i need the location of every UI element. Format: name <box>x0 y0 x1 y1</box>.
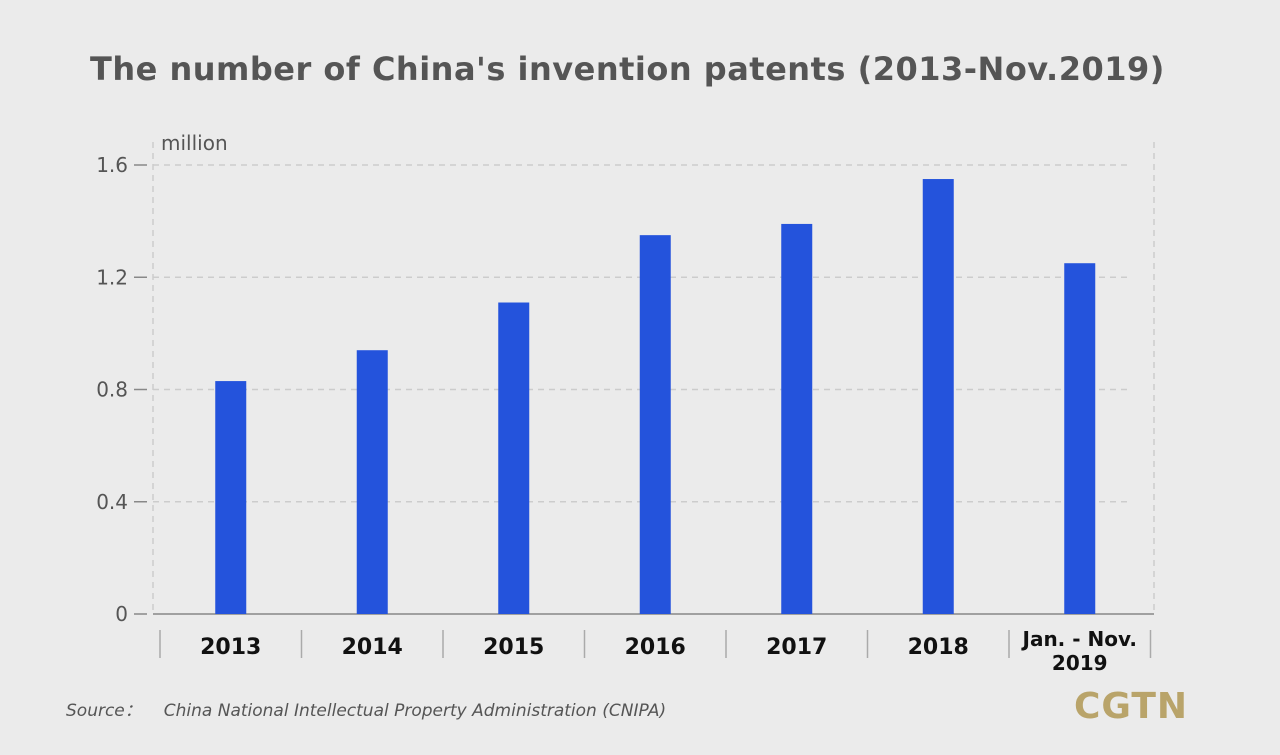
y-unit-label: million <box>161 131 228 155</box>
x-tick-label: 2015 <box>483 635 544 660</box>
x-tick-label: 2017 <box>766 635 827 660</box>
cgtn-logo: CGTN <box>1074 686 1189 727</box>
y-tick-label: 1.6 <box>96 153 128 177</box>
x-tick-label: 2016 <box>625 635 686 660</box>
bars <box>215 179 1096 614</box>
bar <box>1064 263 1096 614</box>
x-axis: 2013 2014 2015 2016 2017 2018 Jan. - Nov.2019 <box>159 627 1152 675</box>
source-note: Source： China National Intellectual Prope… <box>66 696 666 721</box>
bar <box>498 302 530 614</box>
bar <box>639 235 671 614</box>
y-tick-label: 0 <box>115 602 128 626</box>
x-tick-label: 2018 <box>908 635 969 660</box>
y-tick-label: 0.4 <box>96 490 128 514</box>
x-tick-label: 2014 <box>342 635 403 660</box>
source-label: Source： <box>66 701 142 721</box>
x-tick-label: Jan. - Nov. <box>1021 627 1137 651</box>
y-axis: 0 0.4 0.8 1.2 1.6 <box>96 153 147 626</box>
bar <box>356 350 388 614</box>
bar <box>781 223 813 614</box>
x-tick-label: 2013 <box>200 635 261 660</box>
x-tick-label: 2019 <box>1052 651 1108 675</box>
y-tick-label: 0.8 <box>96 378 128 402</box>
bar <box>922 179 954 614</box>
bar <box>215 381 247 614</box>
source-text: China National Intellectual Property Adm… <box>163 701 667 721</box>
chart-title: The number of China's invention patents … <box>90 50 1165 88</box>
y-tick-label: 1.2 <box>96 265 128 289</box>
